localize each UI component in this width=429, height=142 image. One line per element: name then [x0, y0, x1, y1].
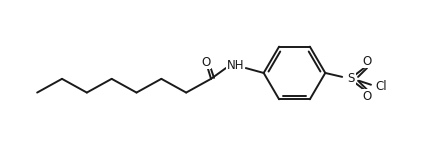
- Text: O: O: [363, 55, 372, 68]
- Text: O: O: [363, 90, 372, 103]
- Text: NH: NH: [227, 59, 245, 72]
- Text: O: O: [202, 56, 211, 69]
- Text: S: S: [347, 72, 355, 85]
- Text: Cl: Cl: [375, 80, 387, 93]
